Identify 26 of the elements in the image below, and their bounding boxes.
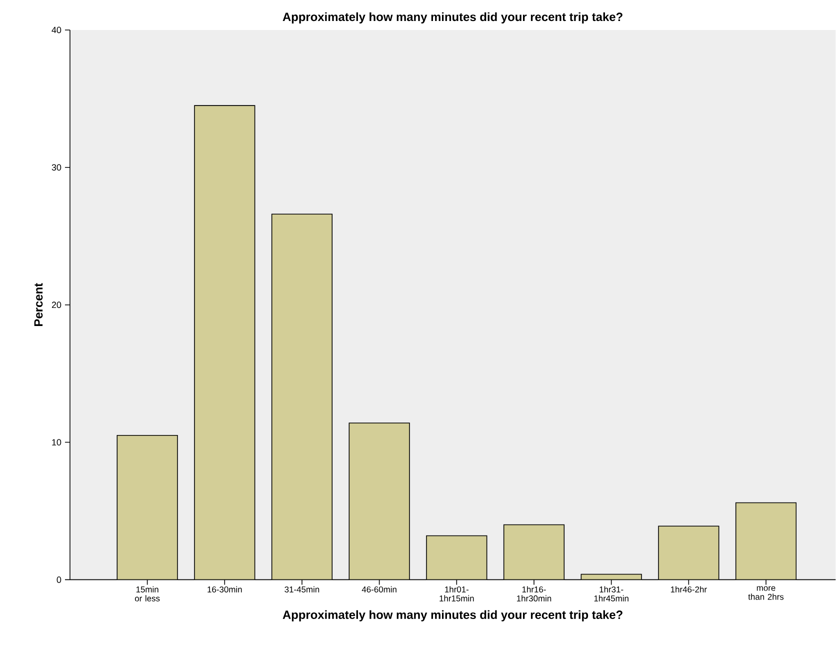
y-tick-label: 10 [52,439,62,446]
y-tick-label: 0 [56,576,62,584]
bar [349,423,410,580]
x-tick-label: 1hr31-1hr45min [594,586,628,602]
y-axis-title: Percent [34,283,43,326]
x-tick-label: 16-30min [208,586,242,593]
x-tick-label: more than 2hrs [748,586,784,600]
chart-title: Approximately how many minutes did your recent trip take? [282,12,622,24]
y-tick-label: 20 [52,302,62,308]
x-axis-title: Approximately how many minutes did your recent trip take? [282,610,622,622]
y-tick-label: 40 [52,26,62,34]
x-tick-label: 1hr01-1hr15min [440,586,474,602]
y-tick-label: 30 [52,164,62,171]
bar [581,574,642,580]
bar [735,502,797,580]
x-tick-label: 1hr46-2hr [670,586,707,593]
x-tick-label: 1hr16-1hr30min [516,586,552,602]
bar [426,536,487,580]
bar [658,526,719,580]
x-tick-label: 46-60min [362,586,396,593]
x-tick-label: 31-45min [284,586,320,593]
bar [194,106,255,580]
bar [117,436,178,580]
bar [504,524,564,580]
x-tick-label: 15min or less [134,586,160,602]
bar [272,214,332,580]
